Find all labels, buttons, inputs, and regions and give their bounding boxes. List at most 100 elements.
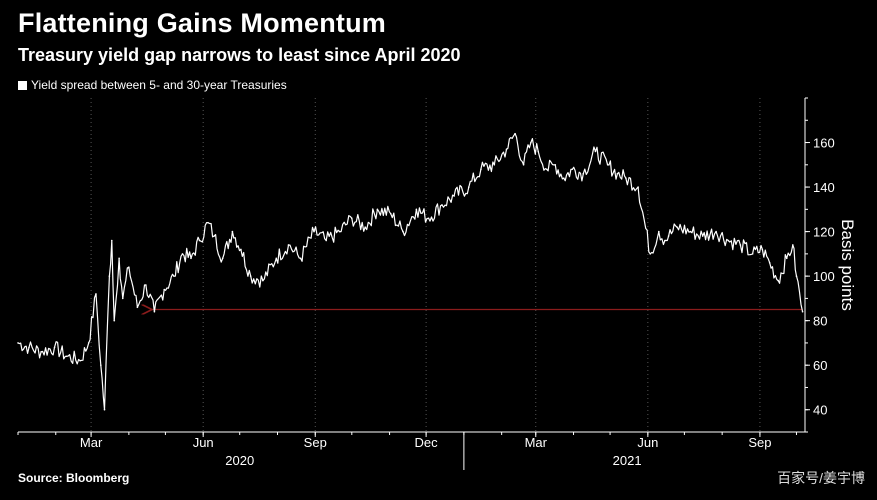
data-point: [649, 253, 652, 255]
data-point: [111, 239, 113, 242]
year-label: 2021: [613, 453, 642, 468]
data-point: [118, 257, 120, 260]
data-point: [667, 235, 670, 237]
data-point: [113, 319, 116, 322]
data-point: [785, 257, 788, 260]
data-point: [213, 235, 215, 237]
data-point: [128, 266, 130, 269]
data-point: [415, 208, 418, 211]
data-point: [637, 186, 639, 188]
data-point: [625, 177, 627, 179]
chart-subtitle: Treasury yield gap narrows to least sinc…: [18, 45, 461, 65]
y-tick-label: 140: [813, 180, 835, 195]
y-tick-label: 120: [813, 225, 835, 240]
data-point: [582, 172, 585, 175]
data-point: [240, 248, 242, 251]
data-point: [427, 217, 430, 220]
source-note: Source: Bloomberg: [18, 471, 130, 485]
data-point: [571, 168, 574, 171]
data-point: [562, 177, 565, 179]
y-tick-label: 100: [813, 269, 835, 284]
year-label: 2020: [225, 453, 254, 468]
y-tick-label: 80: [813, 314, 827, 329]
data-point: [108, 275, 111, 277]
data-point: [351, 217, 353, 220]
data-point: [761, 248, 764, 251]
data-point: [715, 230, 717, 233]
data-point: [701, 235, 704, 237]
data-point: [207, 221, 209, 224]
data-point: [221, 257, 224, 260]
data-point: [198, 239, 201, 242]
x-tick-label: Jun: [193, 435, 214, 450]
data-point: [173, 275, 175, 277]
legend-label: Yield spread between 5- and 30-year Trea…: [31, 78, 287, 92]
data-point: [441, 204, 443, 206]
data-point: [163, 288, 165, 291]
data-point: [751, 253, 754, 255]
data-point: [467, 186, 470, 188]
data-point: [801, 310, 804, 313]
data-point: [275, 257, 278, 260]
legend-swatch: [18, 80, 27, 90]
y-tick-label: 40: [813, 403, 827, 418]
data-point: [453, 195, 455, 197]
data-point: [65, 355, 68, 358]
data-point: [389, 212, 392, 215]
data-point: [777, 279, 779, 282]
x-tick-label: Jun: [637, 435, 658, 450]
data-point: [153, 310, 156, 313]
data-point: [676, 226, 678, 228]
data-point: [792, 244, 794, 246]
data-point: [136, 306, 139, 309]
x-tick-label: Dec: [415, 435, 439, 450]
data-point: [514, 132, 516, 135]
data-point: [17, 342, 19, 344]
data-point: [768, 261, 771, 264]
data-point: [121, 297, 124, 300]
data-point: [545, 168, 548, 171]
y-tick-label: 160: [813, 136, 835, 151]
data-point: [190, 257, 192, 260]
y-tick-label: 60: [813, 358, 827, 373]
data-point: [28, 346, 30, 349]
data-point: [554, 164, 557, 166]
data-point: [181, 253, 184, 255]
data-point: [313, 230, 315, 233]
data-point: [87, 342, 90, 344]
x-tick-label: Mar: [525, 435, 548, 450]
data-point: [689, 230, 692, 233]
data-point: [530, 141, 532, 144]
chart-title: Flattening Gains Momentum: [18, 8, 387, 38]
data-point: [505, 148, 508, 151]
data-point: [287, 244, 290, 246]
data-point: [95, 293, 97, 295]
series-line: [17, 133, 804, 411]
data-point: [299, 257, 302, 260]
data-point: [795, 275, 798, 277]
watermark: 百家号/姜宇博: [777, 470, 865, 486]
y-axis-label: Basis points: [838, 219, 857, 311]
data-point: [262, 279, 264, 282]
data-point: [53, 346, 56, 349]
data-point: [145, 284, 147, 286]
data-point: [325, 239, 328, 242]
data-point: [402, 230, 404, 233]
data-point: [727, 239, 730, 242]
data-point: [739, 244, 742, 246]
data-point: [493, 164, 496, 166]
data-point: [376, 208, 379, 211]
data-point: [364, 226, 367, 228]
data-point: [594, 150, 597, 153]
data-point: [537, 150, 539, 153]
data-point: [606, 164, 609, 166]
data-point: [249, 275, 252, 277]
x-tick-label: Sep: [748, 435, 771, 450]
data-point: [664, 239, 666, 242]
data-point: [40, 351, 42, 353]
x-tick-label: Mar: [80, 435, 103, 450]
data-point: [338, 230, 341, 233]
data-point: [616, 172, 619, 175]
data-point: [522, 164, 525, 166]
